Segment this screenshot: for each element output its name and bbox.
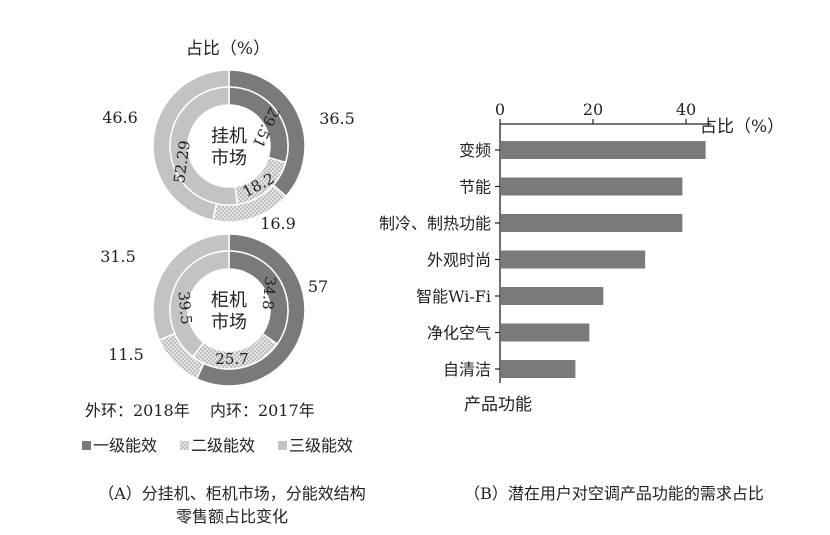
category-label: 节能: [459, 178, 491, 197]
donut-center-label: 市场: [211, 148, 247, 169]
inner-value-label-level1: 34.8: [259, 276, 280, 311]
bar: [501, 141, 706, 159]
bar: [501, 250, 646, 269]
x-tick-label: 40: [676, 100, 696, 119]
outer-ring-note: 外环：2018年: [85, 401, 190, 420]
inner-ring-slice-level3: [169, 86, 239, 206]
caption-a-line1: （A）分挂机、柜机市场，分能效结构: [98, 484, 366, 503]
legend-label-level1: 一级能效: [93, 436, 157, 455]
outer-value-label-level1: 36.5: [319, 109, 355, 128]
donut-center-label: 挂机: [211, 126, 247, 147]
donut-center-label: 市场: [211, 312, 247, 333]
outer-value-label-level2: 11.5: [108, 345, 144, 364]
donut-center-label: 柜机: [211, 290, 247, 311]
donut-unit-label: 占比（%）: [186, 39, 270, 59]
legend-label-level3: 三级能效: [289, 436, 353, 455]
category-label: 变频: [459, 141, 491, 160]
bar: [501, 177, 683, 196]
legend-swatch-level2: [180, 441, 189, 450]
legend-swatch-level1: [82, 441, 91, 450]
category-label: 自清洁: [443, 360, 491, 379]
inner-value-label-level2: 25.7: [215, 350, 248, 368]
outer-value-label-level1: 57: [308, 277, 328, 296]
category-label: 外观时尚: [427, 251, 491, 270]
category-label: 制冷、制热功能: [379, 214, 491, 233]
inner-value-label-level3: 52.29: [170, 139, 194, 184]
x-tick-label: 20: [583, 100, 603, 119]
inner-ring-slice-level3: [169, 250, 230, 358]
caption-a-line2: 零售额占比变化: [176, 507, 288, 526]
bar: [501, 360, 576, 378]
category-label: 智能Wi-Fi: [416, 287, 491, 306]
y-axis-label: 产品功能: [464, 395, 532, 415]
bar: [501, 323, 590, 342]
outer-value-label-level2: 16.9: [260, 214, 296, 233]
legend: 一级能效 二级能效 三级能效: [82, 436, 353, 455]
bar: [501, 214, 683, 232]
category-label: 净化空气: [427, 324, 491, 343]
x-tick-label: 0: [495, 100, 505, 119]
donut-chart-cabinet-unit: 柜机市场 57 11.5 31.5 34.8 25.7 39.5: [100, 233, 328, 387]
bar: [501, 287, 604, 305]
caption-b: （B）潜在用户对空调产品功能的需求占比: [464, 484, 764, 503]
legend-swatch-level3: [278, 441, 287, 450]
inner-ring-note: 内环：2017年: [210, 401, 315, 420]
outer-value-label-level3: 31.5: [100, 247, 136, 266]
inner-value-label-level3: 39.5: [175, 290, 196, 325]
x-axis-label: 占比（%）: [700, 117, 784, 137]
outer-value-label-level3: 46.6: [102, 108, 138, 127]
legend-label-level2: 二级能效: [191, 436, 255, 455]
